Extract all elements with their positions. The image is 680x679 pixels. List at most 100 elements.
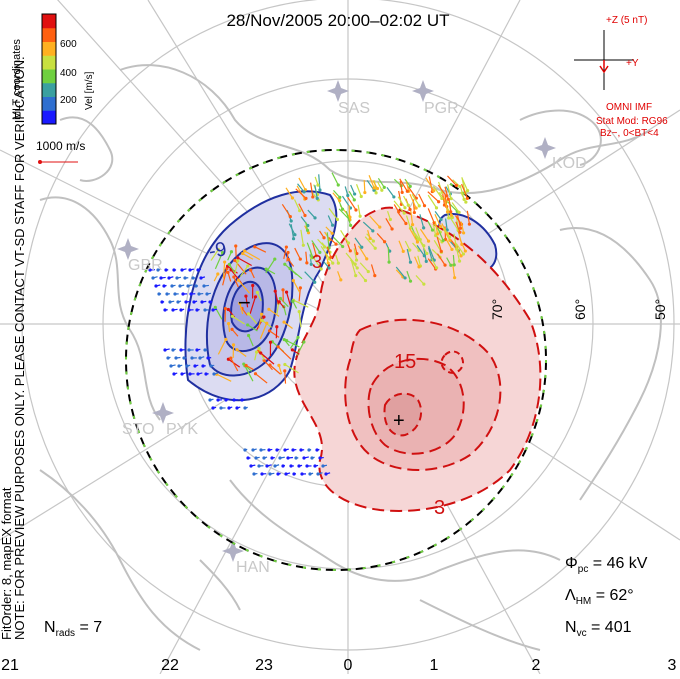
velocity-vector-origin [347,241,350,244]
velocity-vector-origin [198,356,201,359]
station-label-sas: SAS [338,100,370,117]
velocity-vector-origin [462,231,465,234]
velocity-vector-origin [285,245,288,248]
velocity-vector-origin [202,284,205,287]
velocity-vector-origin [265,464,268,467]
velocity-vector-origin [371,229,374,232]
velocity-vector [364,180,365,192]
velocity-vector-origin [300,472,303,475]
velocity-vector-origin [383,240,386,243]
velocity-vector-origin [331,224,334,227]
velocity-vector-origin [172,268,175,271]
velocity-vector-origin [360,246,363,249]
velocity-vector-origin [403,276,406,279]
contour-label-15: 15 [394,351,416,373]
velocity-vector-origin [270,456,273,459]
colorbar-segment [42,28,56,42]
velocity-vector-origin [275,325,278,328]
velocity-vector-origin [209,364,212,367]
velocity-vector-origin [290,219,293,222]
velocity-vector-origin [327,261,330,264]
velocity-vector-origin [313,216,316,219]
velocity-vector-origin [236,256,239,259]
velocity-vector-origin [427,240,430,243]
velocity-vector-origin [417,265,420,268]
velocity-vector-origin [273,258,276,261]
velocity-vector-origin [235,348,238,351]
fit-order-note: FitOrder: 8, mapEX format [0,487,14,640]
velocity-vector-origin [252,472,255,475]
velocity-vector-origin [324,472,327,475]
velocity-vector-origin [197,292,200,295]
velocity-vector [276,327,277,339]
velocity-vector [357,184,362,196]
velocity-vector-origin [187,308,190,311]
velocity-vector-origin [268,472,271,475]
colorbar-ticks: 600 400 200 [60,39,77,106]
velocity-vector-origin [196,268,199,271]
velocity-vector-origin [329,256,332,259]
velocity-vector-origin [292,237,295,240]
velocity-vector-origin [315,448,318,451]
velocity-vector-origin [453,276,456,279]
velocity-vector [387,187,394,197]
velocity-vector [299,178,305,190]
velocity-vector-origin [214,306,217,309]
velocity-vector-origin [168,300,171,303]
velocity-vector-origin [440,250,443,253]
velocity-vector-origin [299,258,302,261]
velocity-vector-origin [458,260,461,263]
velocity-vector-origin [389,218,392,221]
velocity-vector-origin [349,224,352,227]
velocity-vector-origin [255,350,258,353]
mlt-labels: 21 22 23 0 1 2 3 [1,657,676,674]
potential-maximum-marker: + [393,410,405,432]
velocity-vector-origin [234,244,237,247]
velocity-vector-origin [286,251,289,254]
velocity-vector-origin [260,313,263,316]
velocity-vector-origin [422,283,425,286]
velocity-vector-origin [241,252,244,255]
velocity-vector-origin [409,280,412,283]
velocity-vector-origin [251,284,254,287]
velocity-vector-origin [227,406,230,409]
colorbar-segment [42,97,56,111]
velocity-vector-origin [364,279,367,282]
velocity-vector-origin [211,406,214,409]
stat-lambda-hm: ΛHM = 62° [565,587,634,607]
velocity-vector-origin [305,261,308,264]
velocity-vector-origin [285,291,288,294]
velocity-vector-origin [439,218,442,221]
velocity-vector-origin [337,183,340,186]
velocity-vector-origin [199,276,202,279]
velocity-vector-origin [293,233,296,236]
imf-model-line2: Bz−, 0<BT<4 [600,128,659,139]
velocity-vector-origin [196,372,199,375]
stat-n-vc: Nvc = 401 [565,619,632,639]
velocity-vector-origin [254,456,257,459]
velocity-vector-origin [297,464,300,467]
velocity-vector-origin [184,300,187,303]
velocity-vector-origin [302,340,305,343]
imf-y-label: +Y [626,58,639,69]
velocity-vector-origin [282,321,285,324]
velocity-vector-origin [372,239,375,242]
velocity-vector-origin [392,195,395,198]
colorbar-segment [42,83,56,97]
preview-note: NOTE: FOR PREVIEW PURPOSES ONLY. PLEASE … [12,56,27,640]
imf-model-line1: Stat Mod: RG96 [596,116,668,127]
velocity-vector-origin [208,398,211,401]
velocity-vector-origin [227,308,230,311]
velocity-vector-origin [232,343,235,346]
velocity-vector-origin [205,292,208,295]
velocity-vector-origin [262,456,265,459]
velocity-vector-origin [356,266,359,269]
velocity-vector-origin [383,186,386,189]
station-label-pgr: PGR [424,100,459,117]
velocity-vector-origin [180,268,183,271]
station-label-pyk: PYK [166,421,198,438]
coordinate-system-label: MLT coordinates [11,39,23,120]
velocity-vector-origin [273,464,276,467]
velocity-vector [428,195,436,208]
velocity-vector-origin [154,284,157,287]
